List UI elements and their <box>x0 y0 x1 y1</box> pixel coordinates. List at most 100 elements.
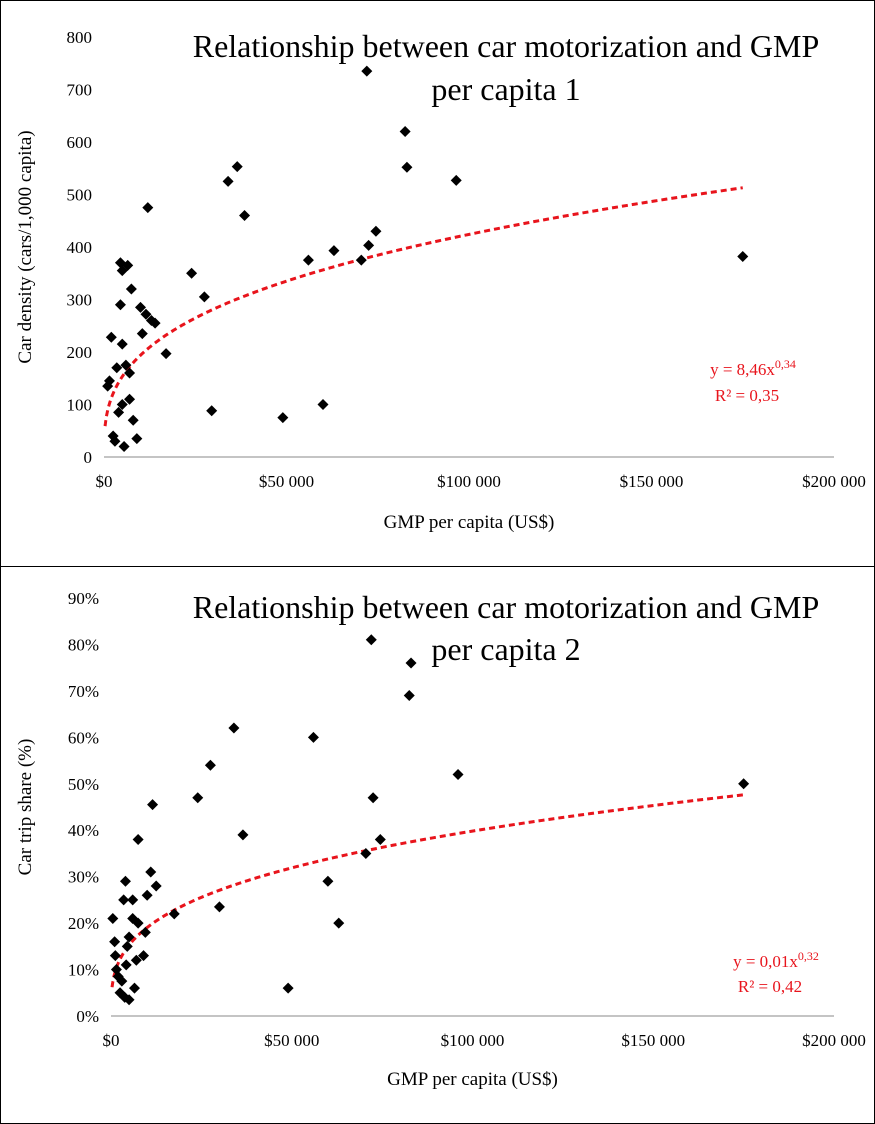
data-point <box>237 829 249 841</box>
y-tick-label: 600 <box>67 133 93 152</box>
data-point <box>131 433 143 445</box>
scatter-chart-2: 0% 10% 20% 30% 40% 50% 60% 70% 80% 90% $0 $50 000 $1… <box>15 589 866 1090</box>
power-trendline <box>103 186 743 427</box>
x-tick-label: $50 000 <box>264 1031 319 1050</box>
data-point <box>302 254 314 266</box>
chart-title-line: Relationship between car motorization an… <box>193 589 820 625</box>
y-tick-label: 90% <box>68 589 99 608</box>
data-point <box>111 362 123 374</box>
data-point <box>239 210 251 221</box>
x-tick-label: $100 000 <box>441 1031 505 1050</box>
y-tick-label: 0 <box>84 448 93 467</box>
x-tick-label: $200 000 <box>802 472 866 491</box>
data-point <box>355 254 367 266</box>
data-point <box>140 308 152 320</box>
x-tick-label: $150 000 <box>620 472 684 491</box>
data-point <box>403 690 415 702</box>
data-point <box>363 239 375 251</box>
data-point <box>307 731 319 743</box>
scatter-chart-1: 0 100 200 300 400 500 600 700 800 $0 $50 000 $100 0… <box>15 28 866 533</box>
chart-title-line: per capita 1 <box>431 71 580 107</box>
y-tick-label: 500 <box>67 186 93 205</box>
data-point <box>142 202 154 214</box>
data-point <box>737 250 749 262</box>
data-point <box>149 317 161 329</box>
x-tick-label: $150 000 <box>621 1031 685 1050</box>
data-point <box>113 406 125 418</box>
trend-exponent: 0,32 <box>798 949 819 963</box>
data-point <box>127 894 139 906</box>
data-point <box>107 912 119 924</box>
data-point <box>128 982 140 994</box>
trend-exponent: 0,34 <box>775 357 796 371</box>
data-point <box>231 161 243 173</box>
data-point <box>109 435 121 447</box>
power-trendline <box>110 793 744 988</box>
y-tick-label: 50% <box>68 775 99 794</box>
data-point <box>109 950 121 962</box>
data-point <box>118 894 130 906</box>
data-point <box>367 792 379 804</box>
data-point <box>119 991 131 1003</box>
data-point <box>116 399 128 410</box>
data-point <box>147 799 159 811</box>
data-point <box>145 866 157 878</box>
data-point <box>118 441 130 452</box>
data-point <box>365 634 377 646</box>
data-point <box>124 393 136 405</box>
data-point <box>127 414 139 426</box>
data-point <box>123 994 135 1006</box>
data-point <box>361 65 373 77</box>
data-point <box>120 959 132 971</box>
data-point <box>282 982 294 994</box>
data-point <box>401 161 413 173</box>
data-point <box>370 225 382 237</box>
data-point <box>141 889 153 901</box>
data-point <box>116 975 128 987</box>
y-tick-label: 30% <box>68 868 99 887</box>
data-point <box>132 834 144 846</box>
data-point <box>138 950 150 962</box>
x-axis-label: GMP per capita (US$) <box>387 1069 558 1090</box>
trend-r-squared: R² = 0,35 <box>715 386 779 405</box>
x-tick-label: $0 <box>103 1031 120 1050</box>
x-tick-label: $100 000 <box>437 472 501 491</box>
y-tick-label: 10% <box>68 961 99 980</box>
data-point <box>228 722 240 734</box>
data-point <box>125 283 137 295</box>
y-tick-label: 60% <box>68 728 99 747</box>
data-point <box>186 267 198 279</box>
x-axis-label: GMP per capita (US$) <box>384 512 555 533</box>
data-point <box>135 301 146 313</box>
data-point <box>168 908 180 920</box>
data-point <box>399 126 411 137</box>
data-point <box>452 768 464 780</box>
y-tick-label: 300 <box>67 291 93 310</box>
data-point <box>206 405 218 417</box>
data-point <box>114 299 126 311</box>
data-point <box>103 375 115 387</box>
y-tick-label: 0% <box>76 1007 99 1026</box>
x-tick-label: $200 000 <box>802 1031 866 1050</box>
data-point <box>213 901 225 913</box>
trend-r-squared: R² = 0,42 <box>738 977 802 996</box>
data-point <box>109 936 121 948</box>
chart-panel-2: 0% 10% 20% 30% 40% 50% 60% 70% 80% 90% $0 $50 000 $1… <box>0 566 875 1124</box>
data-point <box>360 847 372 859</box>
data-point <box>204 759 216 771</box>
data-point <box>317 399 329 410</box>
x-tick-label: $50 000 <box>259 472 314 491</box>
data-point <box>328 245 340 257</box>
y-tick-label: 700 <box>67 81 93 100</box>
data-point <box>120 359 132 371</box>
data-point <box>277 412 289 424</box>
y-tick-label: 800 <box>67 28 93 47</box>
y-tick-label: 100 <box>67 396 93 415</box>
y-tick-label: 200 <box>67 343 93 362</box>
data-point <box>450 174 462 186</box>
data-point <box>374 834 386 846</box>
chart-title-line: Relationship between car motorization an… <box>193 28 820 64</box>
data-point <box>122 259 134 271</box>
y-tick-label: 400 <box>67 238 93 257</box>
data-point <box>123 931 135 943</box>
